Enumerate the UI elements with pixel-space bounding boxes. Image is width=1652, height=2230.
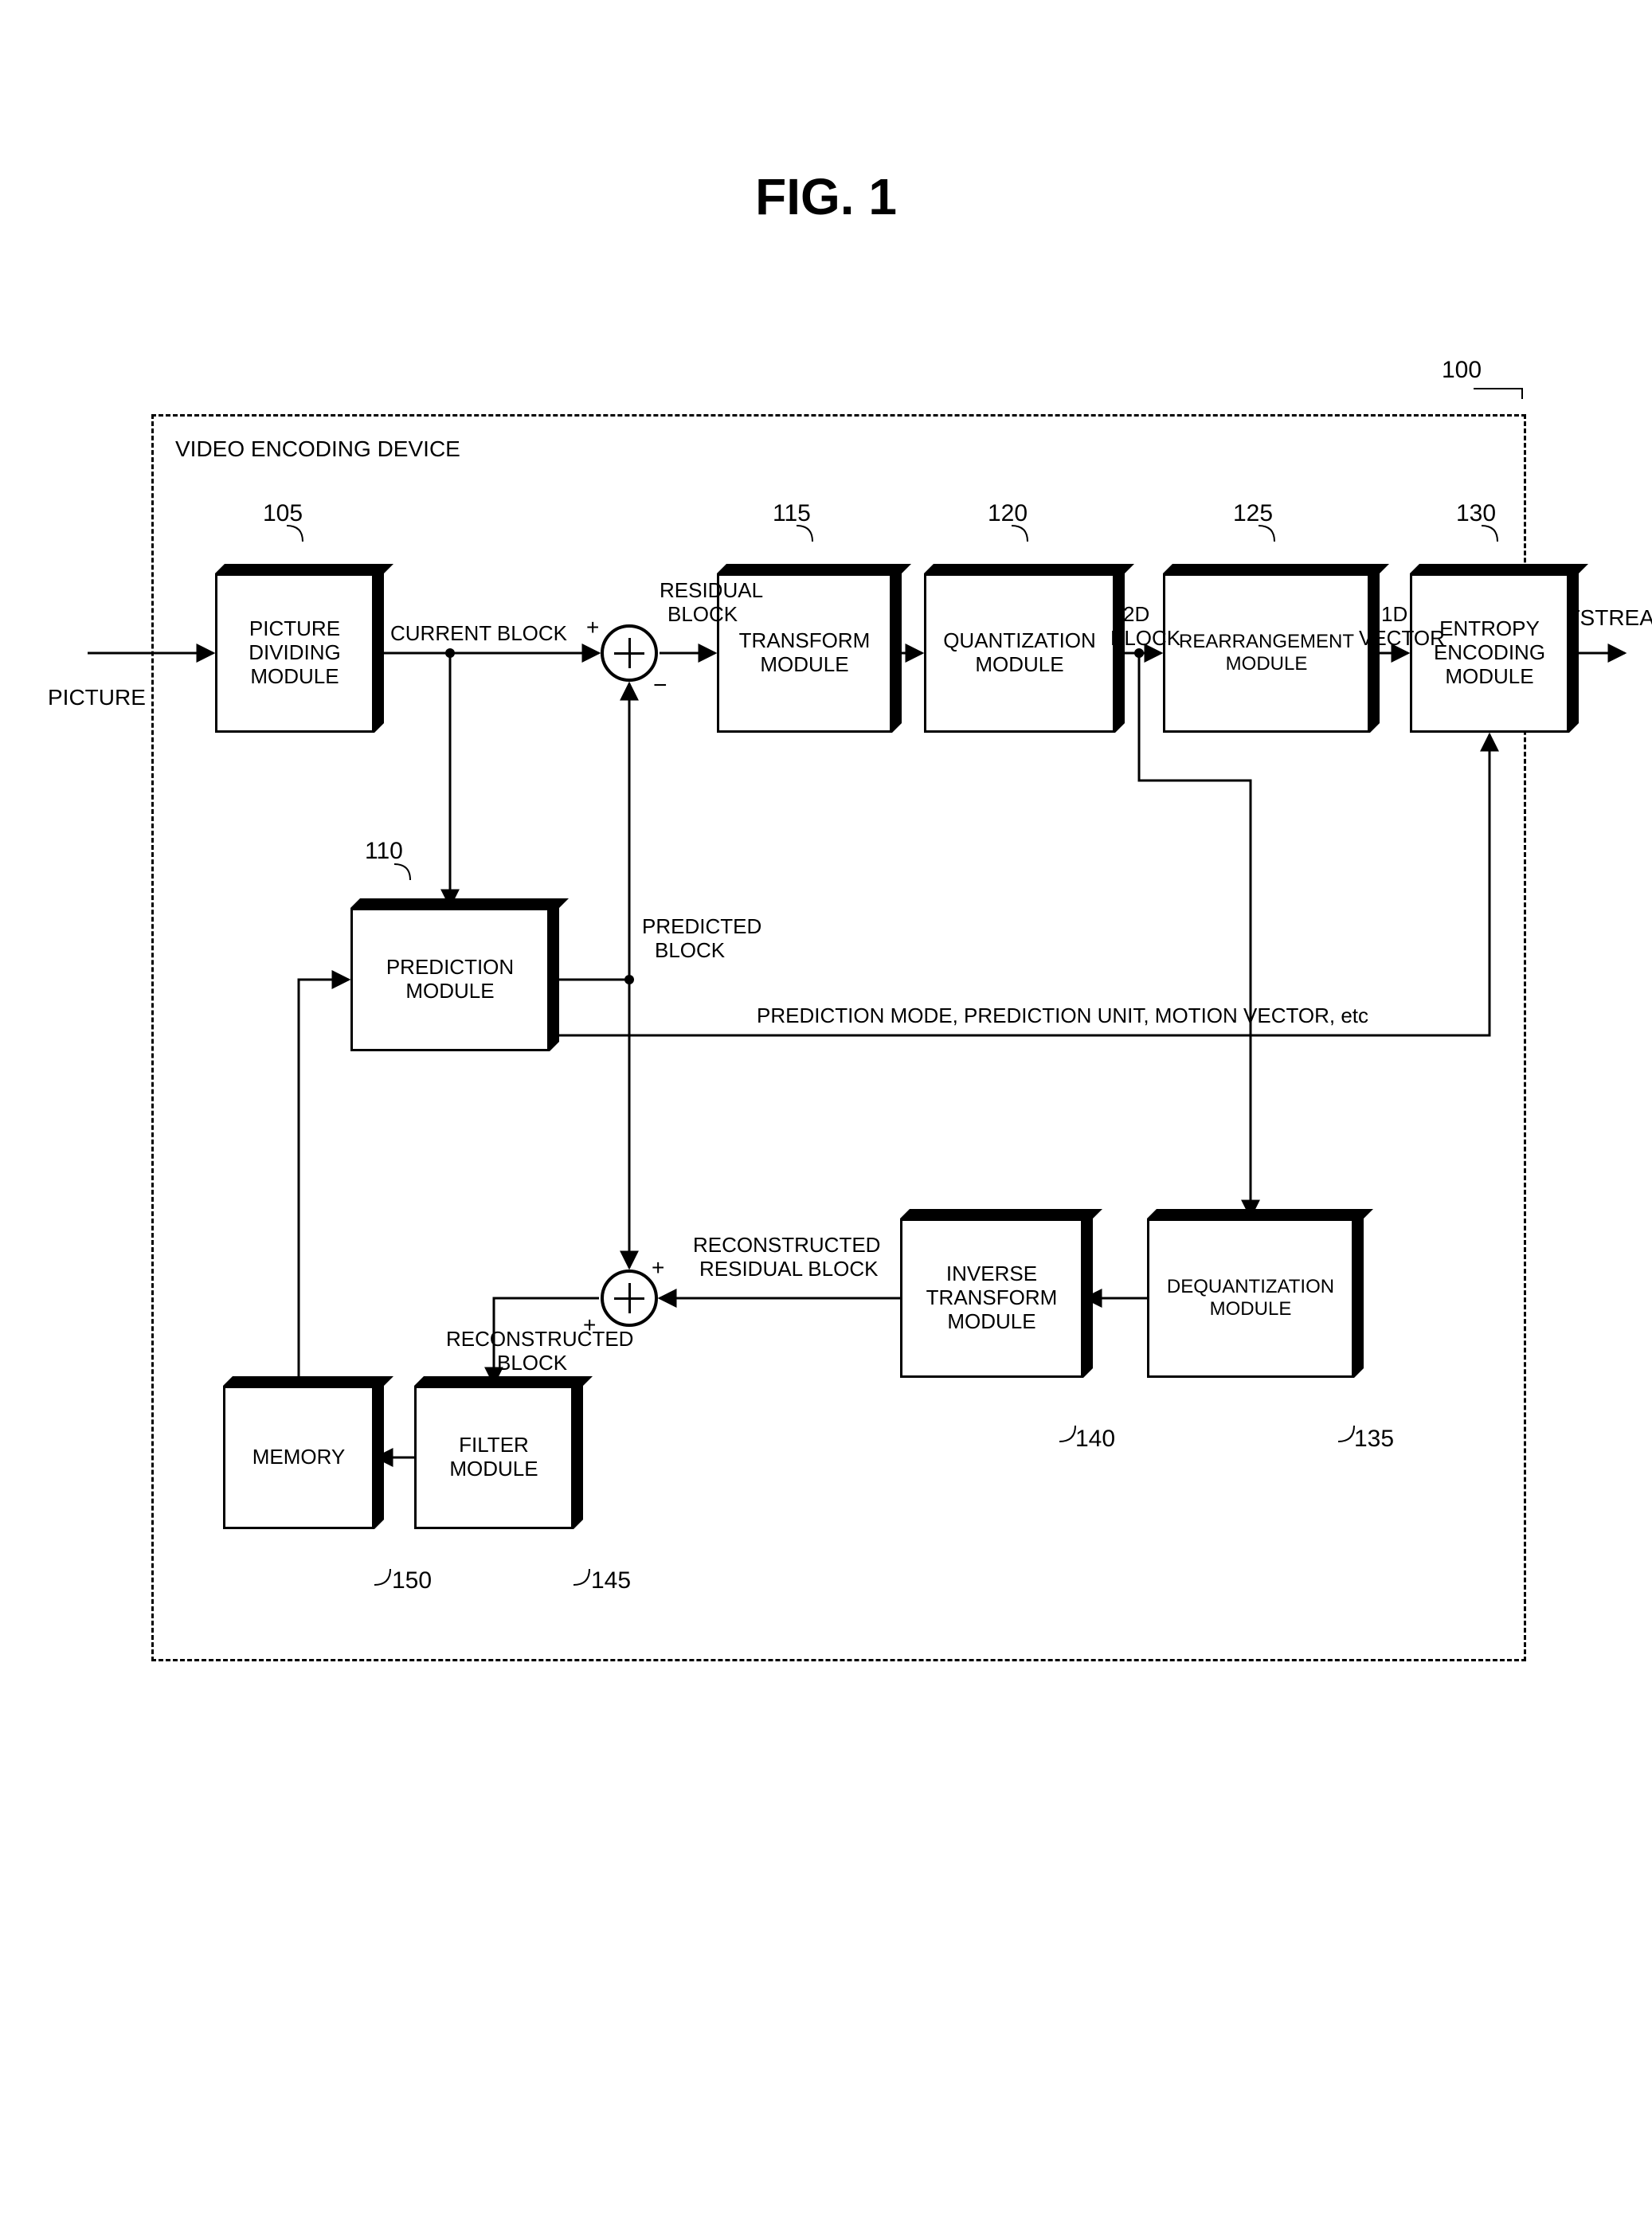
ref-100: 100 — [1442, 357, 1482, 384]
node-prediction: PREDICTIONMODULE — [350, 908, 550, 1051]
sum1-minus: − — [653, 672, 667, 699]
node-entropy-encoding: ENTROPYENCODINGMODULE — [1410, 573, 1569, 733]
lbl-predicted-block: BLOCK — [655, 938, 725, 963]
ref-140: 140 — [1075, 1426, 1115, 1453]
node-dequantization: DEQUANTIZATIONMODULE — [1147, 1219, 1354, 1378]
node-label: TRANSFORMMODULE — [739, 629, 871, 677]
ref-115: 115 — [773, 500, 811, 527]
lbl-current-block: CURRENT BLOCK — [390, 621, 567, 646]
lbl-residual: RESIDUAL — [660, 578, 763, 603]
ref-120: 120 — [988, 500, 1028, 527]
node-label: INVERSETRANSFORMMODULE — [926, 1262, 1058, 1334]
sum2-plus-top: + — [652, 1255, 664, 1281]
figure-title: FIG. 1 — [0, 167, 1652, 226]
ref-125: 125 — [1233, 500, 1273, 527]
node-inverse-transform: INVERSETRANSFORMMODULE — [900, 1219, 1083, 1378]
lbl-2d: 2D — [1123, 602, 1149, 627]
lbl-recon-block-1: RECONSTRUCTED — [446, 1327, 633, 1352]
junction-dot — [624, 975, 634, 984]
sum-reconstructed — [601, 1270, 658, 1327]
node-label: QUANTIZATIONMODULE — [943, 629, 1096, 677]
ref-150: 150 — [392, 1567, 432, 1594]
node-picture-dividing: PICTUREDIVIDINGMODULE — [215, 573, 374, 733]
lbl-2d-block: BLOCK — [1110, 626, 1180, 651]
sum1-plus: + — [586, 615, 599, 640]
lbl-recon-block-2: BLOCK — [497, 1351, 567, 1375]
node-memory: MEMORY — [223, 1386, 374, 1529]
node-label: FILTERMODULE — [449, 1434, 538, 1481]
lbl-predicted: PREDICTED — [642, 914, 761, 939]
lbl-1d: 1D — [1381, 602, 1407, 627]
node-label: DEQUANTIZATIONMODULE — [1167, 1276, 1334, 1320]
ref-145: 145 — [591, 1567, 631, 1594]
encoder-container-label: VIDEO ENCODING DEVICE — [175, 436, 460, 462]
junction-dot — [445, 648, 455, 658]
node-label: REARRANGEMENTMODULE — [1179, 631, 1354, 675]
ref-110: 110 — [365, 838, 403, 865]
ref-105: 105 — [263, 500, 303, 527]
lbl-recon-residual-1: RECONSTRUCTED — [693, 1233, 880, 1258]
node-label: PICTUREDIVIDINGMODULE — [249, 617, 341, 689]
node-label: ENTROPYENCODINGMODULE — [1434, 617, 1545, 689]
ref-135: 135 — [1354, 1426, 1394, 1453]
lbl-residual-block: BLOCK — [667, 602, 738, 627]
lbl-recon-residual-2: RESIDUAL BLOCK — [699, 1257, 878, 1281]
node-label: PREDICTIONMODULE — [386, 956, 514, 1003]
sum-residual — [601, 624, 658, 682]
lbl-1d-vector: VECTOR — [1359, 626, 1445, 651]
node-filter: FILTERMODULE — [414, 1386, 574, 1529]
node-quantization: QUANTIZATIONMODULE — [924, 573, 1115, 733]
ref-130: 130 — [1456, 500, 1496, 527]
input-picture-label: PICTURE — [48, 685, 146, 710]
ref-leader-100 — [1474, 388, 1521, 389]
node-rearrangement: REARRANGEMENTMODULE — [1163, 573, 1370, 733]
node-label: MEMORY — [252, 1446, 346, 1469]
lbl-prediction-meta: PREDICTION MODE, PREDICTION UNIT, MOTION… — [757, 1003, 1368, 1028]
